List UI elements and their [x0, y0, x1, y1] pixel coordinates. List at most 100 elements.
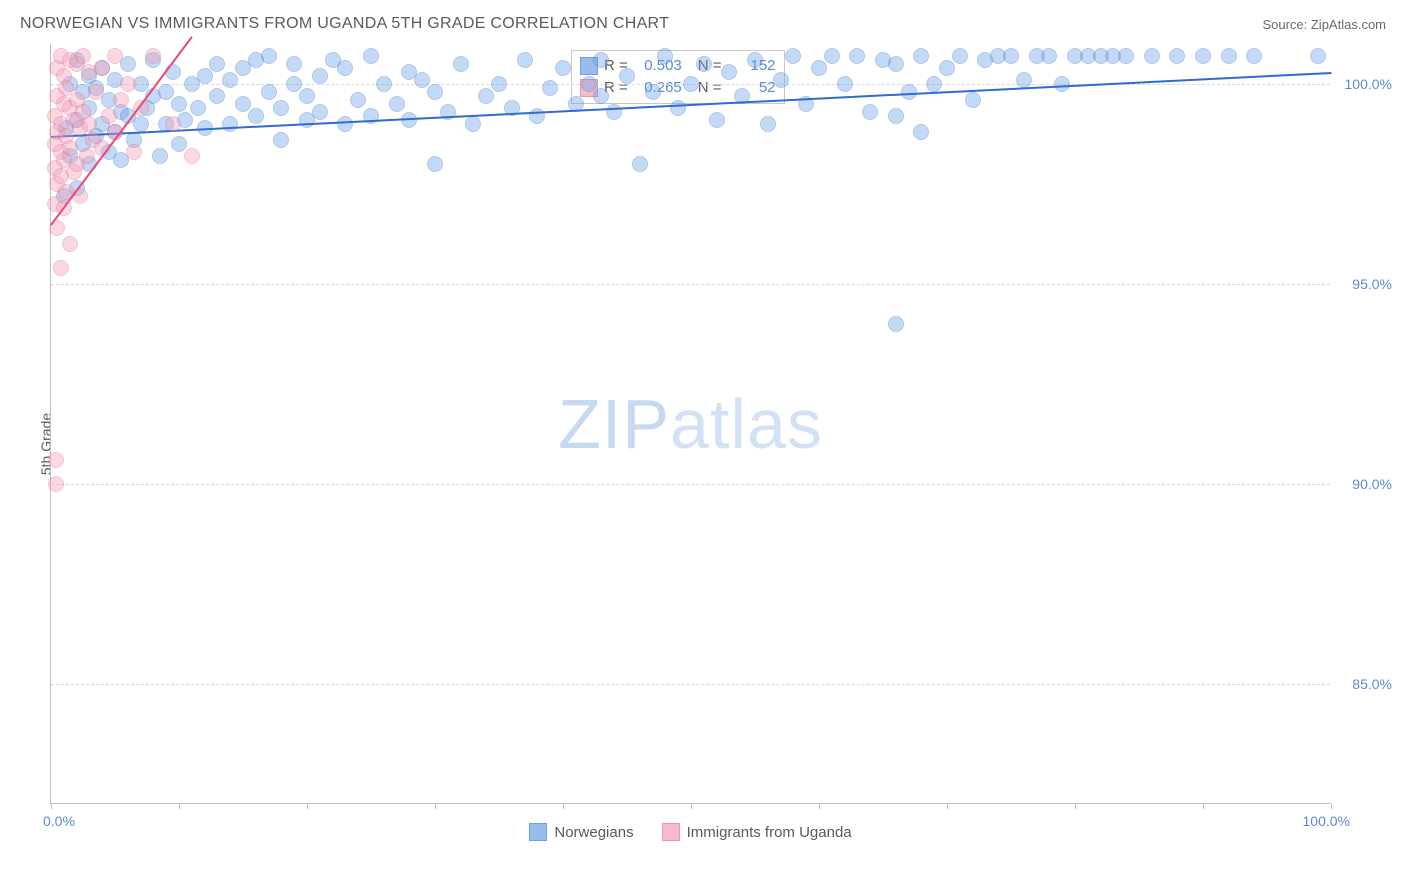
- data-point: [952, 48, 968, 64]
- data-point: [222, 72, 238, 88]
- data-point: [888, 108, 904, 124]
- data-point: [926, 76, 942, 92]
- data-point: [1169, 48, 1185, 64]
- data-point: [62, 236, 78, 252]
- data-point: [209, 88, 225, 104]
- x-tick: [691, 803, 692, 809]
- x-tick: [307, 803, 308, 809]
- data-point: [1003, 48, 1019, 64]
- data-point: [824, 48, 840, 64]
- data-point: [126, 144, 142, 160]
- data-point: [619, 68, 635, 84]
- data-point: [862, 104, 878, 120]
- data-point: [209, 56, 225, 72]
- data-point: [62, 140, 78, 156]
- data-point: [312, 68, 328, 84]
- x-tick: [1075, 803, 1076, 809]
- data-point: [171, 136, 187, 152]
- data-point: [849, 48, 865, 64]
- data-point: [837, 76, 853, 92]
- data-point: [888, 56, 904, 72]
- data-point: [197, 68, 213, 84]
- data-point: [79, 148, 95, 164]
- data-point: [286, 56, 302, 72]
- data-point: [913, 48, 929, 64]
- y-tick-label: 95.0%: [1352, 276, 1392, 292]
- data-point: [165, 116, 181, 132]
- data-point: [632, 156, 648, 172]
- data-point: [113, 92, 129, 108]
- x-tick: [819, 803, 820, 809]
- data-point: [107, 48, 123, 64]
- x-tick: [435, 803, 436, 809]
- data-point: [657, 48, 673, 64]
- source-label: Source: ZipAtlas.com: [1262, 17, 1386, 32]
- data-point: [785, 48, 801, 64]
- data-point: [75, 48, 91, 64]
- data-point: [683, 76, 699, 92]
- data-point: [427, 84, 443, 100]
- data-point: [1221, 48, 1237, 64]
- plot-region: ZIPatlas R = 0.503 N = 152 R = 0.265 N =…: [50, 44, 1330, 804]
- data-point: [427, 156, 443, 172]
- data-point: [1246, 48, 1262, 64]
- data-point: [670, 100, 686, 116]
- data-point: [965, 92, 981, 108]
- data-point: [696, 56, 712, 72]
- data-point: [811, 60, 827, 76]
- gridline: [51, 484, 1330, 485]
- watermark: ZIPatlas: [558, 384, 823, 464]
- chart-area: 5th Grade ZIPatlas R = 0.503 N = 152 R =…: [20, 44, 1386, 844]
- data-point: [152, 148, 168, 164]
- data-point: [760, 116, 776, 132]
- data-point: [101, 108, 117, 124]
- data-point: [88, 84, 104, 100]
- data-point: [606, 104, 622, 120]
- data-point: [48, 476, 64, 492]
- data-point: [478, 88, 494, 104]
- x-tick: [51, 803, 52, 809]
- data-point: [48, 452, 64, 468]
- legend-item-a: Norwegians: [529, 823, 633, 841]
- data-point: [773, 72, 789, 88]
- gridline: [51, 684, 1330, 685]
- data-point: [414, 72, 430, 88]
- gridline: [51, 284, 1330, 285]
- data-point: [363, 48, 379, 64]
- data-point: [453, 56, 469, 72]
- data-point: [593, 88, 609, 104]
- data-point: [261, 48, 277, 64]
- data-point: [337, 60, 353, 76]
- data-point: [286, 76, 302, 92]
- data-point: [1016, 72, 1032, 88]
- data-point: [248, 108, 264, 124]
- x-tick: [1203, 803, 1204, 809]
- data-point: [939, 60, 955, 76]
- data-point: [721, 64, 737, 80]
- y-tick-label: 90.0%: [1352, 476, 1392, 492]
- data-point: [581, 76, 597, 92]
- data-point: [261, 84, 277, 100]
- legend-swatch-a: [529, 823, 547, 841]
- data-point: [1118, 48, 1134, 64]
- data-point: [158, 84, 174, 100]
- data-point: [1054, 76, 1070, 92]
- y-tick-label: 100.0%: [1345, 76, 1392, 92]
- data-point: [299, 88, 315, 104]
- data-point: [517, 52, 533, 68]
- data-point: [913, 124, 929, 140]
- data-point: [1195, 48, 1211, 64]
- data-point: [145, 48, 161, 64]
- data-point: [184, 148, 200, 164]
- legend-item-b: Immigrants from Uganda: [662, 823, 852, 841]
- data-point: [235, 96, 251, 112]
- data-point: [273, 100, 289, 116]
- data-point: [645, 84, 661, 100]
- data-point: [389, 96, 405, 112]
- data-point: [593, 52, 609, 68]
- data-point: [491, 76, 507, 92]
- data-point: [709, 112, 725, 128]
- x-tick: [179, 803, 180, 809]
- data-point: [273, 132, 289, 148]
- data-point: [133, 116, 149, 132]
